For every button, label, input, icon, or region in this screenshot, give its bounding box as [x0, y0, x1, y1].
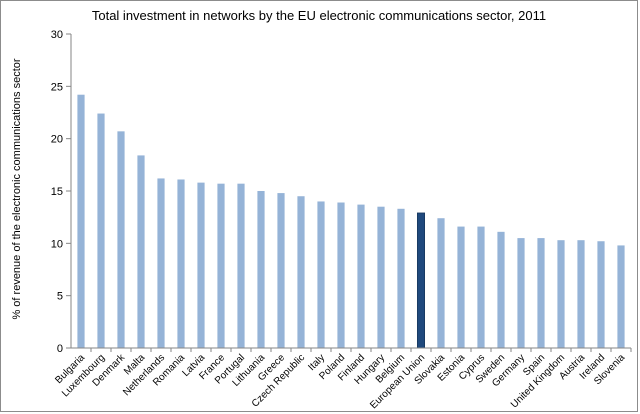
y-axis-ticks: 0 5 10 15 20 25 30: [51, 29, 71, 355]
bar-estonia: [457, 226, 465, 348]
bar-sweden: [497, 231, 505, 348]
bar-lithuania: [257, 191, 265, 348]
bar-romania: [177, 179, 185, 348]
bar-poland: [337, 202, 345, 348]
bar-slovenia: [617, 245, 625, 348]
bar-slovakia: [437, 218, 445, 348]
y-axis-label: % of revenue of the electronic communica…: [11, 58, 23, 319]
bar-malta: [137, 155, 145, 348]
bar-ireland: [597, 241, 605, 348]
y-tick-label: 20: [51, 134, 63, 146]
chart-title: Total investment in networks by the EU e…: [92, 8, 546, 23]
y-tick-label: 5: [57, 291, 63, 303]
axes: [70, 34, 631, 349]
bar-united-kingdom: [557, 240, 565, 348]
y-tick-label: 30: [51, 29, 63, 41]
bar-austria: [577, 240, 585, 348]
bar-italy: [317, 201, 325, 348]
bar-czech-republic: [297, 196, 305, 348]
y-tick-label: 15: [51, 186, 63, 198]
bar-germany: [517, 238, 525, 348]
bar-european-union: [416, 212, 425, 349]
bar-luxembourg: [97, 113, 105, 349]
bar-netherlands: [157, 178, 165, 348]
bar-latvia: [197, 182, 205, 348]
bar-spain: [537, 238, 545, 348]
bar-france: [217, 183, 225, 348]
y-tick-label: 10: [51, 238, 63, 250]
y-tick-label: 0: [57, 343, 63, 355]
bar-bulgaria: [77, 94, 85, 348]
bar-hungary: [377, 206, 385, 348]
x-axis-labels: BulgariaLuxembourgDenmarkMaltaNetherland…: [53, 348, 632, 411]
bar-denmark: [117, 131, 125, 348]
bar-belgium: [397, 208, 405, 348]
y-tick-label: 25: [51, 81, 63, 93]
bar-finland: [357, 204, 365, 348]
bars: [77, 94, 625, 349]
bar-portugal: [237, 183, 245, 348]
bar-cyprus: [477, 226, 485, 348]
bar-greece: [277, 193, 285, 348]
